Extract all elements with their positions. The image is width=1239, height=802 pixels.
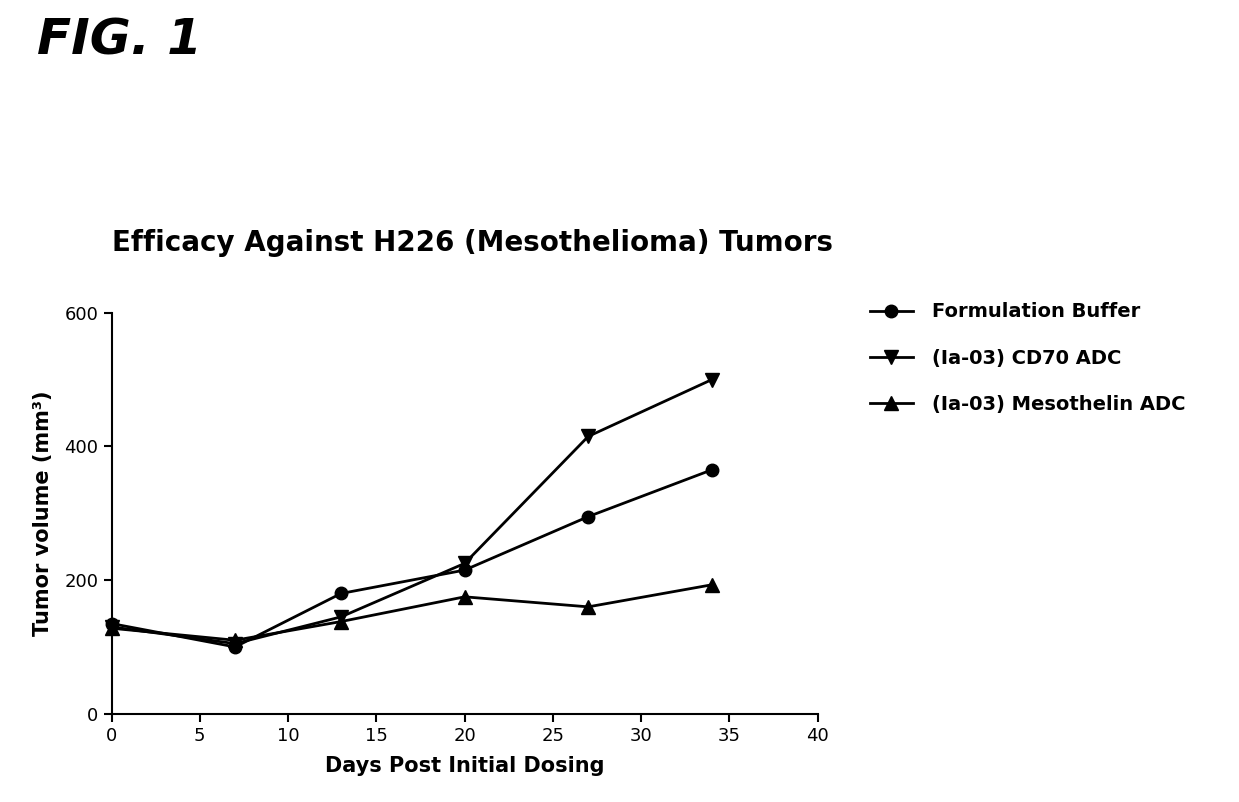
(Ia-03) Mesothelin ADC <box>581 602 596 612</box>
(Ia-03) CD70 ADC <box>457 558 472 568</box>
(Ia-03) Mesothelin ADC <box>704 580 719 589</box>
Formulation Buffer <box>104 619 119 629</box>
(Ia-03) Mesothelin ADC <box>457 592 472 602</box>
Y-axis label: Tumor volume (mm³): Tumor volume (mm³) <box>33 391 53 636</box>
(Ia-03) CD70 ADC <box>228 638 243 648</box>
Formulation Buffer <box>457 565 472 575</box>
(Ia-03) Mesothelin ADC <box>104 623 119 633</box>
(Ia-03) CD70 ADC <box>704 375 719 384</box>
(Ia-03) Mesothelin ADC <box>228 635 243 645</box>
Line: Formulation Buffer: Formulation Buffer <box>105 464 719 653</box>
Line: (Ia-03) Mesothelin ADC: (Ia-03) Mesothelin ADC <box>104 578 719 647</box>
Formulation Buffer <box>581 512 596 521</box>
Text: FIG. 1: FIG. 1 <box>37 16 202 64</box>
(Ia-03) CD70 ADC <box>104 622 119 632</box>
(Ia-03) Mesothelin ADC <box>333 617 348 626</box>
Text: Efficacy Against H226 (Mesothelioma) Tumors: Efficacy Against H226 (Mesothelioma) Tum… <box>112 229 833 257</box>
Formulation Buffer <box>704 465 719 475</box>
Formulation Buffer <box>333 589 348 598</box>
Formulation Buffer <box>228 642 243 652</box>
(Ia-03) CD70 ADC <box>333 612 348 622</box>
Line: (Ia-03) CD70 ADC: (Ia-03) CD70 ADC <box>104 373 719 650</box>
(Ia-03) CD70 ADC <box>581 431 596 441</box>
Legend: Formulation Buffer, (Ia-03) CD70 ADC, (Ia-03) Mesothelin ADC: Formulation Buffer, (Ia-03) CD70 ADC, (I… <box>870 302 1186 414</box>
X-axis label: Days Post Initial Dosing: Days Post Initial Dosing <box>325 756 605 776</box>
